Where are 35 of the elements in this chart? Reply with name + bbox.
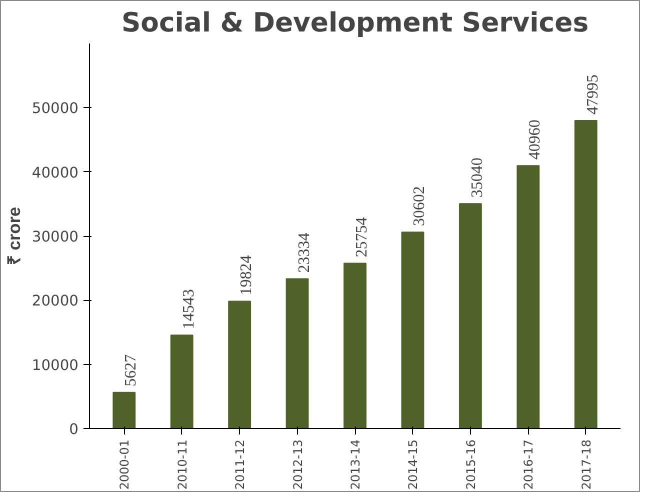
x-tick-label: 2016-17 <box>522 440 536 490</box>
data-label: 23334 <box>296 232 313 273</box>
x-tick-label: 2012-13 <box>290 440 305 490</box>
x-tick-label: 2000-01 <box>118 440 132 490</box>
bar <box>170 334 194 428</box>
y-axis-title: ₹ crore <box>4 206 24 266</box>
bar <box>574 120 598 428</box>
y-tick-label: 40000 <box>32 164 78 182</box>
x-tick-label: 2017-18 <box>579 440 594 490</box>
x-tick-label: 2015-16 <box>464 440 478 490</box>
data-label: 25754 <box>354 217 370 258</box>
bar <box>228 300 252 428</box>
bar <box>401 232 424 428</box>
y-tick-label: 0 <box>69 421 79 438</box>
y-tick-label: 20000 <box>32 292 78 310</box>
bar <box>286 278 309 428</box>
data-label: 40960 <box>526 120 544 160</box>
y-tick-label: 10000 <box>32 356 78 374</box>
data-label: 5627 <box>122 354 140 386</box>
data-label: 47995 <box>584 74 602 115</box>
x-tick-label: 2014-15 <box>406 440 420 490</box>
y-tick-label: 50000 <box>32 100 78 118</box>
data-label: 19824 <box>238 255 256 296</box>
bar <box>344 262 366 428</box>
bar <box>458 203 482 428</box>
x-tick-label: 2011-12 <box>233 440 248 490</box>
bar <box>112 392 136 428</box>
bar <box>516 165 540 428</box>
x-tick-label: 2013-14 <box>348 440 362 490</box>
y-tick-label: 30000 <box>32 228 78 246</box>
data-label: 35040 <box>468 158 486 198</box>
data-label: 30602 <box>411 186 428 226</box>
data-label: 14543 <box>180 289 198 330</box>
x-tick-label: 2010-11 <box>175 440 190 490</box>
chart-title: Social & Development Services <box>121 8 589 38</box>
